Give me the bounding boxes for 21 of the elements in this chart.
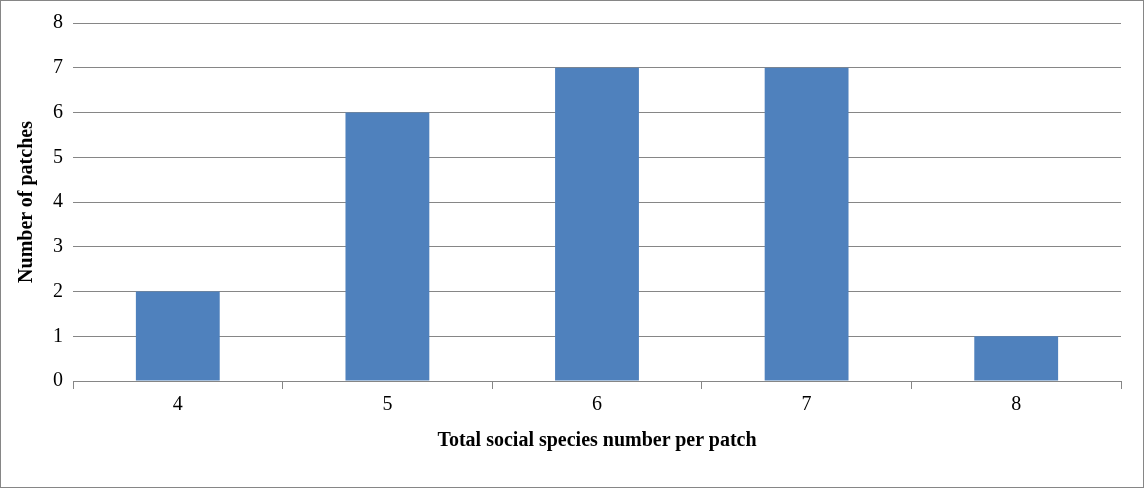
y-tick-label: 5 bbox=[53, 144, 63, 167]
bar bbox=[764, 67, 849, 381]
y-tick-label: 7 bbox=[53, 55, 63, 77]
y-tick-label: 4 bbox=[53, 189, 63, 212]
y-tick-label: 3 bbox=[53, 234, 63, 256]
x-tick-label: 7 bbox=[801, 392, 812, 415]
y-tick-label: 8 bbox=[53, 10, 63, 33]
y-axis-title: Number of patches bbox=[14, 120, 38, 283]
x-tick-label: 4 bbox=[172, 392, 183, 415]
bar bbox=[135, 291, 220, 381]
x-tick-label: 8 bbox=[1011, 392, 1022, 415]
y-tick-label: 2 bbox=[53, 278, 63, 301]
bar bbox=[974, 336, 1059, 381]
bar bbox=[555, 67, 639, 381]
x-tick-label: 5 bbox=[382, 392, 393, 415]
y-tick-label: 1 bbox=[53, 323, 63, 346]
x-tick-label: 6 bbox=[592, 392, 602, 415]
y-tick-label: 6 bbox=[53, 99, 63, 122]
y-tick-label: 0 bbox=[53, 368, 63, 391]
bar bbox=[345, 112, 430, 381]
x-axis-title: Total social species number per patch bbox=[437, 428, 757, 452]
